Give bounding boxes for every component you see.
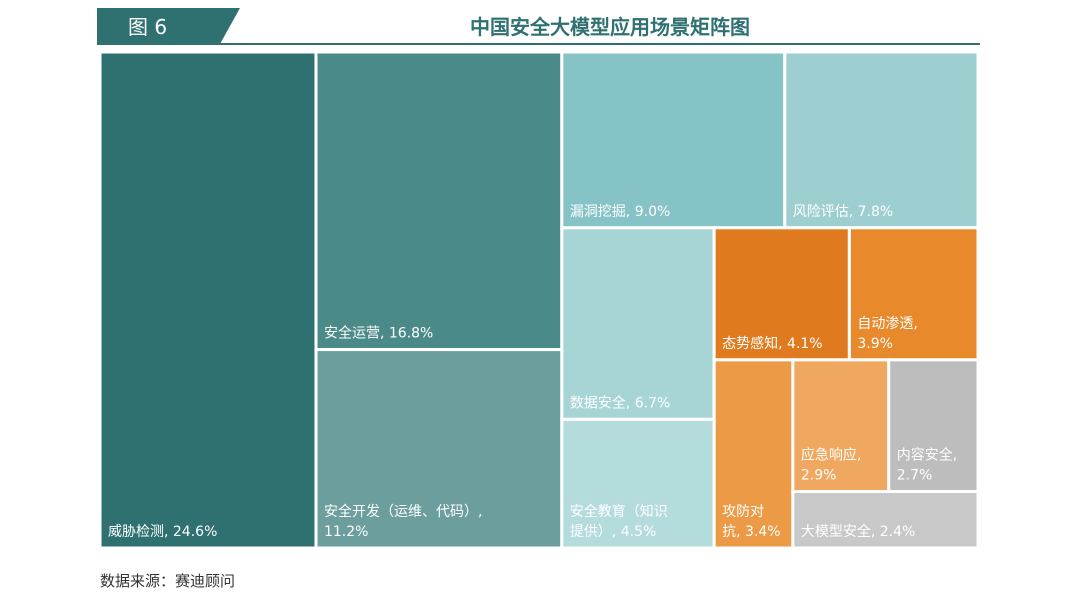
- tile-label: 风险评估, 7.8%: [793, 204, 893, 220]
- tile-label: 态势感知, 4.1%: [722, 335, 822, 352]
- tile: [98, 50, 318, 550]
- tile-label-line: 数据安全, 6.7%: [570, 394, 670, 411]
- tile-label-line: 风险评估, 7.8%: [793, 204, 893, 220]
- tile-label-line: 提供）, 4.5%: [570, 524, 656, 540]
- tile-label-line: 大模型安全, 2.4%: [801, 523, 915, 540]
- tile-label-line: 应急响应,: [801, 447, 861, 464]
- tile: [712, 226, 851, 362]
- tile-label-line: 攻防对: [722, 504, 764, 520]
- chart-title: 中国安全大模型应用场景矩阵图: [470, 15, 750, 39]
- tile-label-line: 11.2%: [324, 524, 368, 540]
- tile-label-line: 漏洞挖掘, 9.0%: [570, 204, 670, 220]
- tile-label: 威胁检测, 24.6%: [108, 524, 217, 540]
- tile: [887, 358, 980, 494]
- figure-label: 图 6: [128, 15, 167, 39]
- tile: [314, 50, 564, 352]
- tile-label: 攻防对抗, 3.4%: [722, 504, 780, 540]
- tile-label-line: 安全运营, 16.8%: [324, 325, 433, 342]
- tile-label: 安全运营, 16.8%: [324, 325, 433, 342]
- tile-label: 内容安全, 2.7%: [897, 447, 957, 484]
- tile-label-line: 威胁检测, 24.6%: [108, 524, 217, 540]
- figure-tag: [97, 8, 240, 44]
- tile-label: 应急响应, 2.9%: [801, 447, 861, 484]
- tile: [560, 417, 716, 550]
- tile: [560, 50, 787, 230]
- tile-label: 安全开发（运维、代码）, 11.2%: [324, 503, 482, 540]
- tile-label: 数据安全, 6.7%: [570, 394, 670, 411]
- tile-label-line: 安全开发（运维、代码）,: [324, 503, 482, 520]
- tile: [791, 490, 980, 550]
- tile-label-line: 3.9%: [857, 336, 893, 352]
- source-note: 数据来源：赛迪顾问: [100, 572, 235, 590]
- tile-label-line: 自动渗透,: [857, 316, 917, 332]
- tile: [712, 358, 795, 550]
- tile-label: 漏洞挖掘, 9.0%: [570, 204, 670, 220]
- tile: [791, 358, 891, 494]
- tile-label-line: 抗, 3.4%: [722, 524, 780, 540]
- tile-label: 大模型安全, 2.4%: [801, 523, 915, 540]
- tile-label-line: 2.9%: [801, 468, 837, 484]
- tile-label: 自动渗透, 3.9%: [857, 316, 917, 352]
- tile: [560, 226, 716, 421]
- tile-label-line: 内容安全,: [897, 447, 957, 464]
- tile: [783, 50, 980, 230]
- tile-label: 安全教育（知识提供）, 4.5%: [570, 503, 668, 540]
- tile-label-line: 态势感知, 4.1%: [722, 335, 822, 352]
- tile-label-line: 2.7%: [897, 468, 933, 484]
- tile-label-line: 安全教育（知识: [570, 503, 668, 520]
